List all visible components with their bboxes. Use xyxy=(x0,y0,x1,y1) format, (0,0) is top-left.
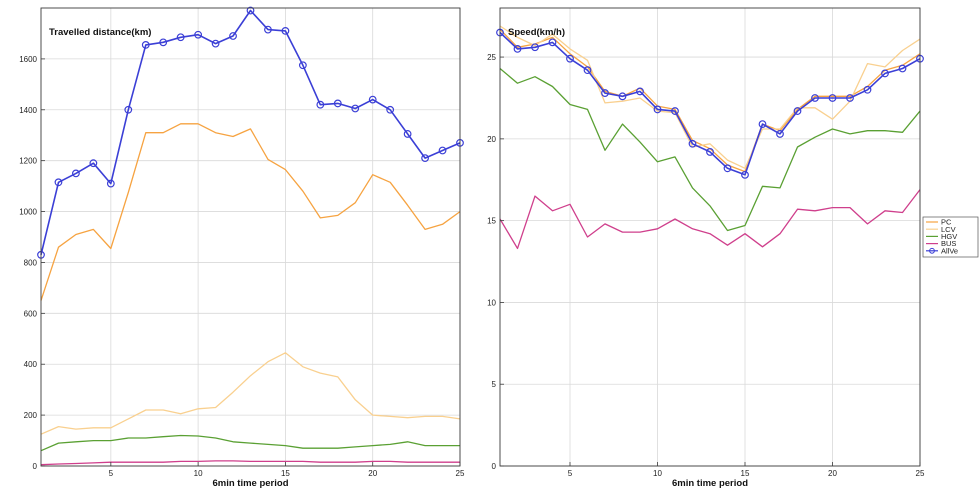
data-point-allveh xyxy=(106,179,115,188)
y-tick-label: 10 xyxy=(487,298,496,307)
series-line-hgv xyxy=(40,434,460,452)
series-line-hgv xyxy=(499,68,921,232)
data-point-allveh xyxy=(776,130,784,138)
data-point-allveh xyxy=(368,95,377,104)
data-point-allveh xyxy=(229,32,237,40)
data-point-allveh xyxy=(846,94,854,102)
speed-chart-markers xyxy=(496,28,924,179)
data-point-allveh xyxy=(176,33,185,42)
data-point-allveh xyxy=(618,92,627,101)
x-tick-label: 5 xyxy=(109,469,114,478)
data-point-allveh xyxy=(881,69,889,78)
y-tick-label: 0 xyxy=(33,462,38,471)
series-line-allveh xyxy=(499,31,921,176)
y-tick-label: 400 xyxy=(24,360,38,369)
data-point-allveh xyxy=(566,54,574,63)
y-tick-label: 1000 xyxy=(19,208,37,217)
legend-label: BUS xyxy=(941,239,956,248)
series-line-allveh xyxy=(40,9,461,255)
x-tick-label: 25 xyxy=(456,469,465,478)
legend-marker-allveh xyxy=(929,247,935,254)
y-tick-label: 25 xyxy=(487,53,496,62)
speed-chart-ticks: 5 10 15 20 25 0 5 10 15 20 25 xyxy=(487,53,925,478)
y-tick-label: 1600 xyxy=(19,55,37,64)
speed-chart-title: Speed(km/h) xyxy=(508,27,565,38)
distance-chart-markers xyxy=(37,6,464,259)
data-point-allveh xyxy=(211,39,220,48)
data-point-allveh xyxy=(793,107,802,115)
data-point-allveh xyxy=(688,139,697,148)
legend-label: HGV xyxy=(941,232,957,241)
y-tick-label: 15 xyxy=(487,217,496,226)
data-point-allveh xyxy=(159,38,168,47)
data-point-allveh xyxy=(403,130,412,138)
data-point-allveh xyxy=(583,66,592,75)
data-point-allveh xyxy=(513,44,522,53)
data-point-allveh xyxy=(72,169,80,178)
data-point-allveh xyxy=(194,30,203,39)
y-tick-label: 1200 xyxy=(19,157,37,166)
y-tick-label: 5 xyxy=(492,380,497,389)
data-point-allveh xyxy=(531,43,539,52)
distance-chart-xlabel: 6min time period xyxy=(212,478,288,489)
data-point-allveh xyxy=(281,27,290,35)
x-tick-label: 10 xyxy=(194,469,203,478)
data-point-allveh xyxy=(351,104,360,113)
x-tick-label: 15 xyxy=(281,469,290,478)
speed-chart-frame xyxy=(499,7,921,467)
x-tick-label: 10 xyxy=(653,469,662,478)
data-point-allveh xyxy=(298,61,307,70)
data-point-allveh xyxy=(141,40,150,49)
y-tick-label: 800 xyxy=(24,258,38,267)
y-tick-label: 600 xyxy=(24,309,38,318)
data-point-allveh xyxy=(316,100,325,109)
data-point-allveh xyxy=(124,105,133,114)
legend-label: PC xyxy=(941,218,952,227)
legend-label: AllVe xyxy=(941,246,958,255)
data-point-allveh xyxy=(54,178,63,187)
data-point-allveh xyxy=(741,170,749,179)
distance-chart-title: Travelled distance(km) xyxy=(49,27,151,38)
series-line-bus xyxy=(499,189,921,250)
data-point-allveh xyxy=(601,89,609,97)
data-point-allveh xyxy=(723,164,732,173)
series-line-pc xyxy=(40,123,461,301)
data-point-allveh xyxy=(758,120,767,129)
data-point-allveh xyxy=(89,159,98,168)
distance-chart-lines xyxy=(40,9,461,466)
data-point-allveh xyxy=(386,105,395,114)
data-point-allveh xyxy=(333,99,342,108)
x-tick-label: 25 xyxy=(916,469,925,478)
y-tick-label: 200 xyxy=(24,411,38,420)
data-point-allveh xyxy=(548,38,557,47)
y-tick-label: 0 xyxy=(492,462,497,471)
speed-chart: 5 10 15 20 25 0 5 10 15 20 25 Speed(km/h) 6min tim… xyxy=(487,7,925,489)
data-point-allveh xyxy=(898,64,907,73)
data-point-allveh xyxy=(636,87,644,96)
data-point-allveh xyxy=(811,94,819,102)
data-point-allveh xyxy=(671,107,679,115)
y-tick-label: 20 xyxy=(487,135,496,144)
data-point-allveh xyxy=(653,105,662,114)
data-point-allveh xyxy=(863,85,872,94)
x-tick-label: 15 xyxy=(741,469,750,478)
data-point-allveh xyxy=(246,6,255,15)
x-tick-label: 5 xyxy=(568,469,573,478)
legend-label: LCV xyxy=(941,225,956,234)
x-tick-label: 20 xyxy=(368,469,377,478)
series-line-lcv xyxy=(40,352,461,435)
x-tick-label: 20 xyxy=(828,469,837,478)
distance-chart-frame xyxy=(40,7,461,467)
distance-chart-ticks: 5 10 15 20 25 0 200 400 600 800 1000 1200 1400 1600 xyxy=(19,55,465,478)
data-point-allveh xyxy=(438,146,447,155)
data-point-allveh xyxy=(421,154,429,163)
data-point-allveh xyxy=(828,94,837,102)
data-point-allveh xyxy=(706,148,714,156)
data-point-allveh xyxy=(264,25,272,34)
speed-chart-xlabel: 6min time period xyxy=(672,478,748,489)
distance-chart: 5 10 15 20 25 0 200 400 600 800 1000 1200 1400 1600 T… xyxy=(19,6,465,489)
y-tick-label: 1400 xyxy=(19,106,37,115)
